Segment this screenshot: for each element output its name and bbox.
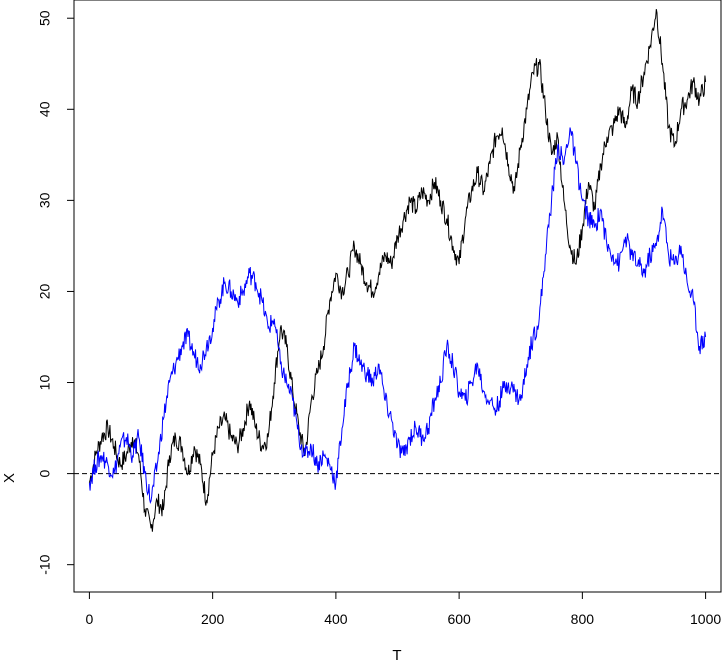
x-tick-label: 1000 (690, 611, 721, 627)
y-axis: -10 0 10 20 30 40 50 (37, 10, 75, 575)
x-tick-label: 800 (571, 611, 595, 627)
x-tick-label: 600 (447, 611, 471, 627)
plot-frame (73, 0, 722, 593)
y-tick-label: -10 (37, 554, 53, 574)
x-axis-title: T (392, 647, 401, 664)
y-axis-title: X (1, 473, 18, 483)
y-tick-label: 30 (37, 192, 53, 208)
x-tick-label: 200 (201, 611, 225, 627)
x-tick-label: 0 (86, 611, 94, 627)
y-tick-label: 10 (37, 375, 53, 391)
series-line-1 (88, 9, 707, 532)
x-axis: 0 200 400 600 800 1000 (86, 591, 721, 627)
y-tick-label: 20 (37, 283, 53, 299)
y-tick-label: 40 (37, 101, 53, 117)
series-line-2 (88, 127, 707, 504)
y-tick-label: 50 (37, 10, 53, 26)
x-tick-label: 400 (324, 611, 348, 627)
y-tick-label: 0 (37, 469, 53, 477)
plot-area (74, 9, 721, 532)
